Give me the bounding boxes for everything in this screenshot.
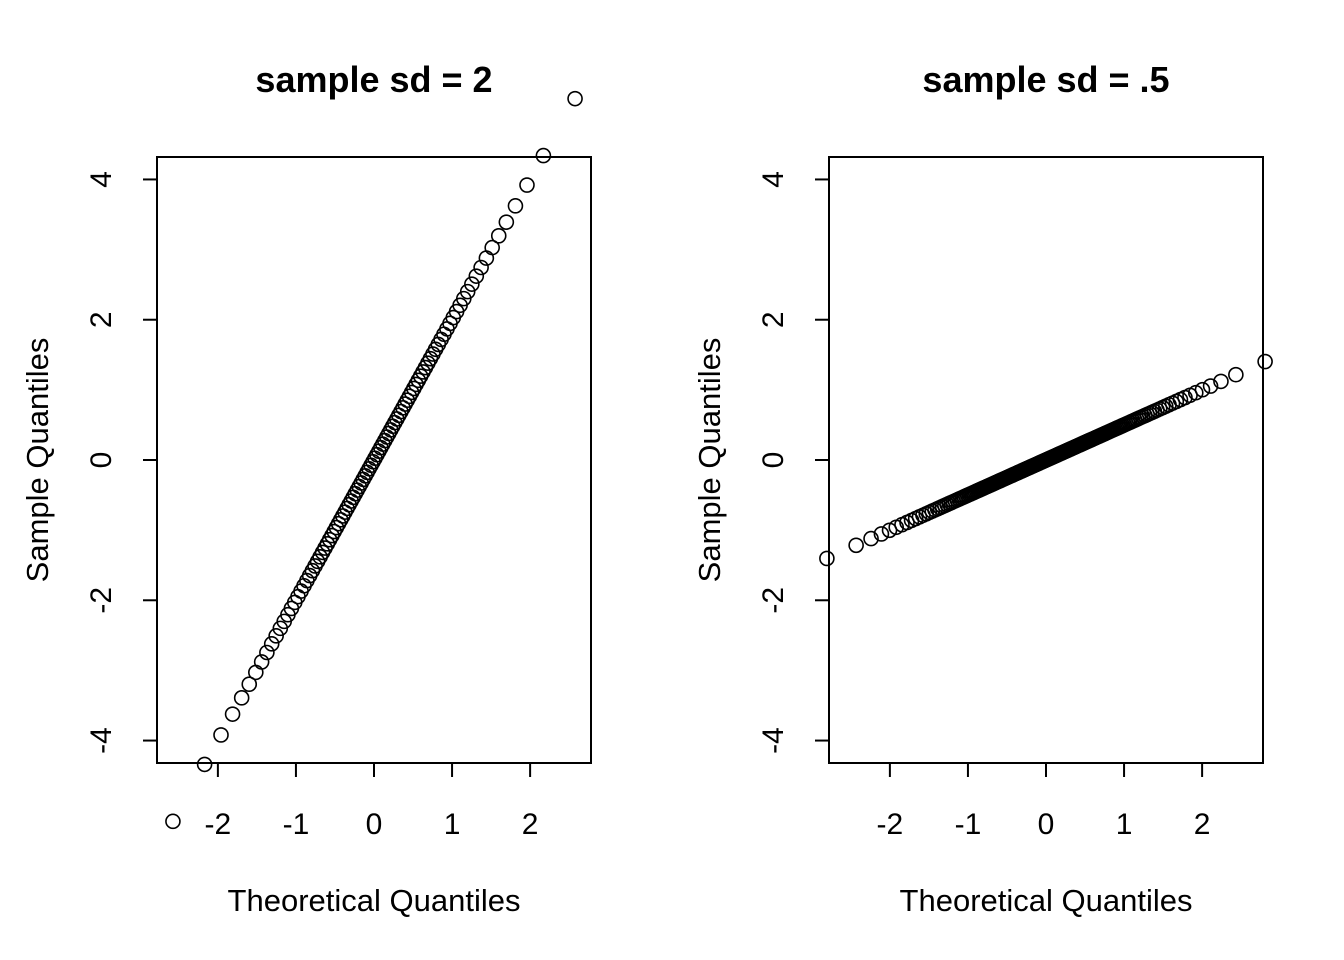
data-point — [248, 664, 264, 681]
data-point — [397, 396, 413, 412]
y-tick-label: 0 — [757, 452, 790, 469]
data-point — [1228, 366, 1244, 383]
data-point — [484, 239, 500, 256]
data-point — [873, 526, 890, 542]
x-tick-label: 2 — [1194, 808, 1211, 841]
data-point — [819, 550, 835, 567]
plot-title: sample sd = .5 — [922, 59, 1169, 100]
data-point — [395, 400, 411, 416]
data-point — [519, 177, 535, 193]
x-tick-label: 0 — [366, 808, 383, 841]
x-tick-label: 1 — [444, 808, 461, 841]
y-tick-label: 2 — [757, 311, 790, 328]
x-axis-title: Theoretical Quantiles — [900, 883, 1193, 918]
x-tick-label: -2 — [877, 808, 904, 841]
y-axis-title: Sample Quantiles — [20, 338, 55, 583]
plot-frame — [156, 156, 592, 764]
data-point — [196, 756, 213, 773]
y-tick-label: -4 — [757, 727, 790, 754]
data-point — [263, 636, 280, 652]
y-axis: -4 -2 0 2 4 — [757, 171, 830, 754]
data-point — [268, 628, 284, 644]
x-axis-title: Theoretical Quantiles — [228, 883, 521, 918]
data-point — [233, 690, 250, 706]
data-point — [224, 706, 241, 722]
y-tick-label: 4 — [85, 171, 118, 188]
x-tick-label: 0 — [1038, 808, 1055, 841]
y-tick-label: 0 — [85, 452, 118, 469]
data-point — [535, 147, 552, 164]
data-point — [1257, 353, 1273, 370]
x-tick-label: 2 — [522, 808, 539, 841]
points — [165, 90, 583, 830]
data-point — [165, 813, 181, 830]
y-axis-title: Sample Quantiles — [692, 338, 727, 583]
data-point — [399, 392, 416, 409]
data-point — [567, 90, 583, 107]
points — [819, 353, 1273, 567]
data-point — [1194, 381, 1211, 398]
x-tick-label: -2 — [205, 808, 232, 841]
x-axis: -2 -1 0 1 2 — [877, 762, 1211, 841]
y-tick-label: 4 — [757, 171, 790, 188]
qq-plot-right: sample sd = .5 -2 -1 0 1 2 -4 -2 0 2 4 Theoretic… — [692, 59, 1273, 918]
qq-plot-left: sample sd = 2 -2 -1 0 1 2 -4 -2 0 2 4 Theoretica… — [20, 59, 592, 918]
data-point — [330, 515, 347, 532]
y-tick-label: -2 — [757, 587, 790, 614]
data-point — [459, 283, 476, 300]
y-axis: -4 -2 0 2 4 — [85, 171, 158, 754]
data-point — [468, 268, 485, 284]
y-tick-label: 2 — [85, 311, 118, 328]
data-point — [507, 198, 524, 214]
data-point — [241, 676, 258, 692]
x-axis: -2 -1 0 1 2 — [205, 762, 539, 841]
x-tick-label: 1 — [1116, 808, 1133, 841]
plot-title: sample sd = 2 — [255, 59, 492, 100]
data-point — [473, 259, 489, 276]
data-point — [259, 644, 275, 661]
data-point — [848, 537, 864, 554]
data-point — [464, 276, 480, 292]
x-tick-label: -1 — [283, 808, 310, 841]
data-point — [253, 654, 270, 670]
y-tick-label: -4 — [85, 727, 118, 754]
data-point — [498, 214, 515, 230]
data-point — [1213, 373, 1229, 390]
data-point — [863, 530, 879, 547]
data-point — [490, 228, 507, 244]
x-tick-label: -1 — [955, 808, 982, 841]
data-point — [213, 727, 229, 743]
data-point — [1202, 378, 1219, 394]
y-tick-label: -2 — [85, 587, 118, 614]
